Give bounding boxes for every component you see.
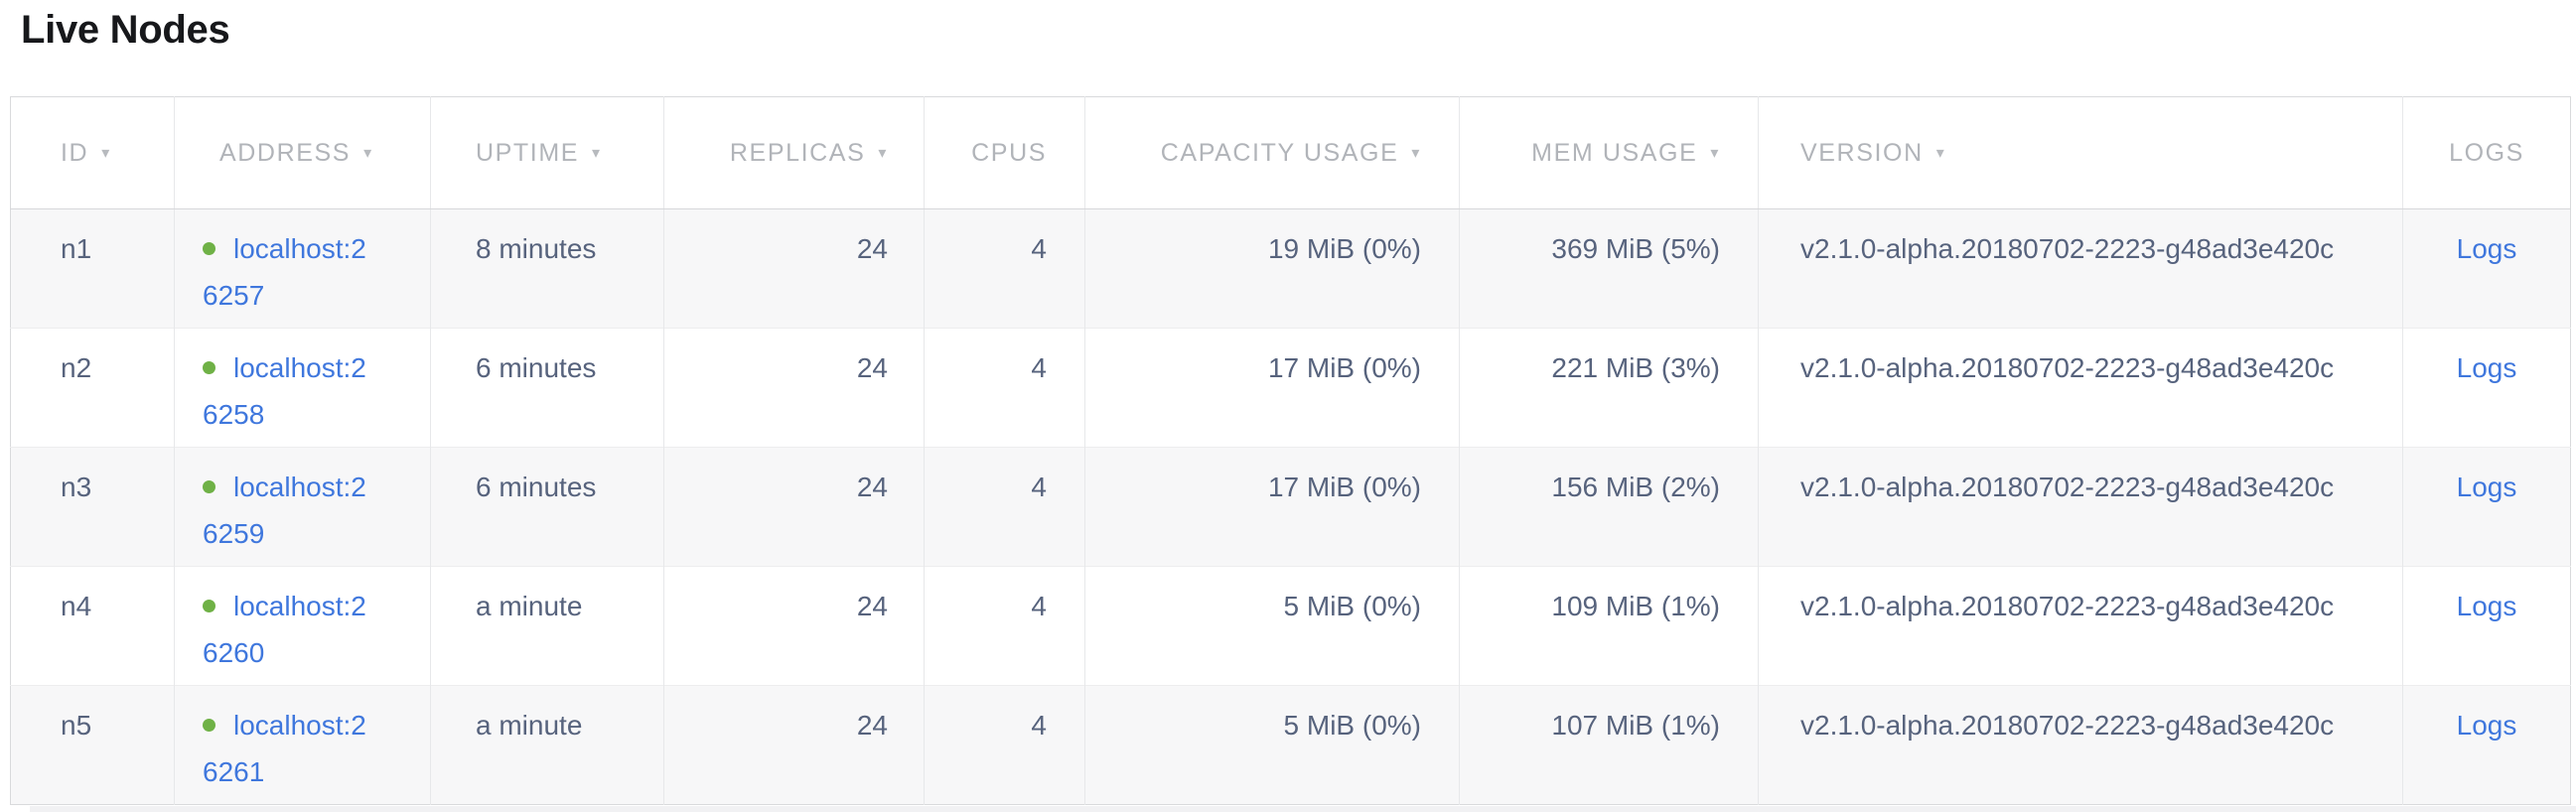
node-version: v2.1.0-alpha.20180702-2223-g48ad3e420c [1758,685,2403,805]
node-version: v2.1.0-alpha.20180702-2223-g48ad3e420c [1758,208,2403,329]
node-id: n2 [10,328,175,448]
sort-desc-icon: ▾ [592,144,602,162]
node-healthy-dot-icon [203,600,215,613]
node-address-link[interactable]: localhost:26257 [203,233,366,311]
node-replicas: 24 [663,566,925,686]
node-cpus: 4 [924,685,1085,805]
node-capacity-usage: 17 MiB (0%) [1084,328,1460,448]
node-address-cell: localhost:26258 [174,328,431,448]
node-logs-cell: Logs [2402,685,2571,805]
table-row: n2 localhost:26258 6 minutes 24 4 17 MiB… [10,328,2571,448]
logs-link[interactable]: Logs [2456,710,2517,741]
node-healthy-dot-icon [203,480,215,494]
column-header-replicas[interactable]: REPLICAS ▾ [663,96,925,209]
node-uptime: 6 minutes [430,447,664,567]
sort-desc-icon: ▾ [1710,144,1720,162]
node-replicas: 24 [663,447,925,567]
node-logs-cell: Logs [2402,328,2571,448]
logs-link[interactable]: Logs [2456,591,2517,621]
sort-desc-icon: ▾ [878,144,888,162]
node-healthy-dot-icon [203,242,215,256]
node-uptime: a minute [430,685,664,805]
column-header-logs: LOGS [2402,96,2571,209]
logs-link[interactable]: Logs [2456,233,2517,264]
node-id: n3 [10,447,175,567]
node-id: n4 [10,566,175,686]
table-row: n4 localhost:26260 a minute 24 4 5 MiB (… [10,566,2571,686]
node-capacity-usage: 19 MiB (0%) [1084,208,1460,329]
node-id: n1 [10,208,175,329]
node-logs-cell: Logs [2402,208,2571,329]
node-healthy-dot-icon [203,719,215,733]
column-label: REPLICAS [729,138,866,167]
node-uptime: 8 minutes [430,208,664,329]
table-row: n5 localhost:26261 a minute 24 4 5 MiB (… [10,685,2571,805]
table-header-row: ID ▾ ADDRESS ▾ UPTIME ▾ REPLICAS ▾ CPUS CAPA… [10,96,2571,209]
horizontal-scrollbar-track[interactable] [30,806,2576,812]
node-mem-usage: 107 MiB (1%) [1459,685,1759,805]
node-address-cell: localhost:26261 [174,685,431,805]
column-header-version[interactable]: VERSION ▾ [1758,96,2403,209]
live-nodes-table: ID ▾ ADDRESS ▾ UPTIME ▾ REPLICAS ▾ CPUS CAPA… [10,96,2571,805]
node-mem-usage: 369 MiB (5%) [1459,208,1759,329]
node-mem-usage: 109 MiB (1%) [1459,566,1759,686]
column-header-mem-usage[interactable]: MEM USAGE ▾ [1459,96,1759,209]
column-label: VERSION [1800,138,1924,167]
node-replicas: 24 [663,208,925,329]
node-address-cell: localhost:26259 [174,447,431,567]
column-label: ADDRESS [219,138,352,167]
node-cpus: 4 [924,447,1085,567]
node-address-cell: localhost:26257 [174,208,431,329]
logs-link[interactable]: Logs [2456,472,2517,502]
node-address-link[interactable]: localhost:26260 [203,591,366,668]
column-header-cpus: CPUS [924,96,1085,209]
column-header-id[interactable]: ID ▾ [10,96,175,209]
node-capacity-usage: 5 MiB (0%) [1084,566,1460,686]
node-replicas: 24 [663,685,925,805]
sort-desc-icon: ▾ [363,144,373,162]
node-uptime: 6 minutes [430,328,664,448]
node-version: v2.1.0-alpha.20180702-2223-g48ad3e420c [1758,328,2403,448]
node-address-link[interactable]: localhost:26259 [203,472,366,549]
column-label: UPTIME [476,138,580,167]
column-label: CPUS [971,138,1047,167]
sort-desc-icon: ▾ [101,144,111,162]
node-version: v2.1.0-alpha.20180702-2223-g48ad3e420c [1758,566,2403,686]
node-logs-cell: Logs [2402,566,2571,686]
node-mem-usage: 221 MiB (3%) [1459,328,1759,448]
node-cpus: 4 [924,208,1085,329]
column-header-address[interactable]: ADDRESS ▾ [174,96,431,209]
page-title: Live Nodes [21,8,230,52]
table-row: n1 localhost:26257 8 minutes 24 4 19 MiB… [10,208,2571,329]
node-id: n5 [10,685,175,805]
node-mem-usage: 156 MiB (2%) [1459,447,1759,567]
node-address-link[interactable]: localhost:26261 [203,710,366,787]
node-replicas: 24 [663,328,925,448]
column-header-uptime[interactable]: UPTIME ▾ [430,96,664,209]
node-version: v2.1.0-alpha.20180702-2223-g48ad3e420c [1758,447,2403,567]
sort-desc-icon: ▾ [1411,144,1421,162]
node-uptime: a minute [430,566,664,686]
column-label: ID [61,138,89,167]
node-cpus: 4 [924,328,1085,448]
table-row: n3 localhost:26259 6 minutes 24 4 17 MiB… [10,447,2571,567]
node-address-link[interactable]: localhost:26258 [203,352,366,430]
node-cpus: 4 [924,566,1085,686]
sort-desc-icon: ▾ [1935,144,1946,162]
node-address-cell: localhost:26260 [174,566,431,686]
column-label: LOGS [2449,138,2524,167]
node-logs-cell: Logs [2402,447,2571,567]
column-header-capacity-usage[interactable]: CAPACITY USAGE ▾ [1084,96,1460,209]
node-capacity-usage: 17 MiB (0%) [1084,447,1460,567]
node-healthy-dot-icon [203,361,215,375]
logs-link[interactable]: Logs [2456,352,2517,383]
column-label: CAPACITY USAGE [1160,138,1399,167]
node-capacity-usage: 5 MiB (0%) [1084,685,1460,805]
column-label: MEM USAGE [1531,138,1698,167]
